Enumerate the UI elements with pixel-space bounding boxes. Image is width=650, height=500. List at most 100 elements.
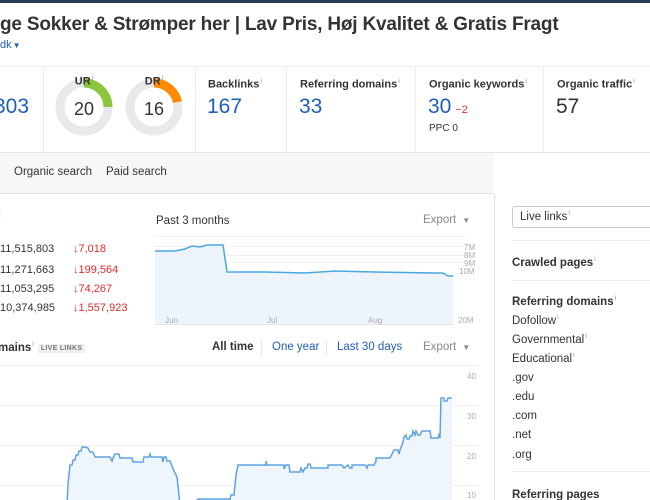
rank-y-label: 8M (464, 251, 476, 260)
info-icon: i (573, 352, 575, 359)
info-icon[interactable]: i (398, 78, 400, 85)
rank-change: ↓74,267 (73, 283, 113, 295)
info-icon[interactable]: i (0, 212, 1, 219)
referring-pages-heading: Referring pages (512, 489, 600, 500)
rank-x-label: Aug (368, 316, 383, 325)
domain-suffix: dk (0, 39, 12, 51)
referring-domains-label: Referring domains (300, 78, 398, 91)
info-icon[interactable]: i (260, 78, 262, 85)
rank-y-label: 9M (464, 259, 476, 268)
tab-paid-search[interactable]: Paid search (106, 166, 167, 178)
rank-y-label: 7M (464, 243, 476, 252)
ref-domains-area-chart (0, 365, 478, 500)
dr-label: DR (144, 75, 161, 88)
info-icon[interactable]: i (594, 256, 596, 263)
rank-row: 11,053,295 ↓74,267 (0, 283, 112, 295)
referring-domains-value[interactable]: 33 (299, 95, 323, 118)
backlinks-label: Backlinks (208, 78, 260, 91)
info-icon[interactable]: i (91, 75, 94, 82)
rank-value: 11,271,663 (0, 264, 55, 276)
metric-organic-traffic: Organic traffici 57 (544, 67, 650, 154)
rp-item-org[interactable]: .org (512, 449, 532, 461)
rank-y-label: 20M (458, 316, 474, 325)
ref-y-label: 30 (467, 412, 476, 421)
rank-value: 11,053,295 (0, 283, 55, 295)
divider (512, 471, 650, 472)
referring-domains-heading: Referring domains (512, 295, 614, 308)
info-icon: i (557, 314, 559, 321)
info-icon: i (568, 210, 570, 217)
crawled-pages-heading: Crawled pages (512, 256, 594, 269)
dr-gauge-ring (125, 78, 183, 136)
organic-traffic-label: Organic traffic (557, 78, 633, 91)
range-all-time[interactable]: All time (212, 341, 254, 353)
ur-value: 20 (73, 99, 95, 119)
rank-x-label: Jul (267, 316, 278, 325)
live-links-select[interactable]: Live linksi (512, 206, 650, 228)
rank-export-button[interactable]: Export ▼ (423, 214, 471, 226)
info-icon[interactable]: i (32, 341, 34, 348)
rp-item-dofollow[interactable]: Dofollowi (512, 314, 559, 327)
metric-partial-value: 303 (0, 95, 30, 118)
divider (326, 341, 327, 355)
ref-domains-chart-title: mains (0, 341, 32, 354)
metric-backlinks: Backlinksi 167 (195, 67, 287, 154)
ur-gauge[interactable]: URi 20 (54, 75, 114, 137)
dr-value: 16 (143, 99, 165, 119)
ref-y-label: 40 (467, 372, 476, 381)
chevron-down-icon: ▼ (12, 41, 21, 50)
metric-ratings: URi 20 DRi 16 (44, 67, 196, 154)
rp-item-gov[interactable]: .gov (512, 372, 534, 384)
rank-y-label: 10M (459, 267, 475, 276)
rank-value: 11,515,803 (0, 243, 55, 255)
domain-dropdown[interactable]: dk▼ (0, 39, 21, 51)
rank-row: 11,271,663 ↓199,564 (0, 264, 118, 276)
ppc-value: PPC 0 (429, 123, 458, 134)
organic-traffic-value: 57 (556, 95, 580, 118)
organic-keywords-delta: −2 (455, 104, 468, 116)
rank-x-label: Jun (165, 316, 178, 325)
rank-chart-title: Past 3 months (156, 215, 230, 227)
metric-referring-domains: Referring domainsi 33 (287, 67, 416, 154)
dr-gauge[interactable]: DRi 16 (124, 75, 184, 137)
rank-line-chart (155, 236, 465, 325)
rank-change: ↓1,557,923 (73, 302, 128, 314)
top-nav-bar (0, 0, 650, 3)
rp-item-com[interactable]: .com (512, 410, 537, 422)
metric-organic-keywords: Organic keywordsi 30 −2 PPC 0 (416, 67, 544, 154)
ur-gauge-ring (55, 78, 113, 136)
divider (512, 280, 650, 281)
ref-domains-export-button[interactable]: Export ▼ (423, 341, 471, 353)
info-icon[interactable]: i (525, 78, 527, 85)
rp-item-educational[interactable]: Educationali (512, 352, 575, 365)
range-one-year[interactable]: One year (272, 341, 320, 353)
divider (261, 341, 262, 355)
search-tabs: Organic search Paid search (0, 153, 494, 194)
rp-item-net[interactable]: .net (512, 429, 532, 441)
divider (512, 240, 650, 241)
metrics-bar: 303 URi 20 DRi 16 Backlinksi 167 Referri… (0, 66, 650, 154)
chevron-down-icon: ▼ (462, 343, 471, 352)
rp-item-governmental[interactable]: Governmentali (512, 333, 587, 346)
ref-y-label: 10 (467, 491, 476, 500)
ur-label: UR (74, 75, 91, 88)
metric-partial: 303 (0, 67, 44, 154)
rank-change: ↓199,564 (73, 264, 119, 276)
backlinks-value[interactable]: 167 (207, 95, 243, 118)
info-icon[interactable]: i (161, 75, 164, 82)
range-last-30-days[interactable]: Last 30 days (337, 341, 403, 353)
info-icon[interactable]: i (633, 78, 635, 85)
info-icon: i (585, 333, 587, 340)
rank-change: ↓7,018 (73, 243, 107, 255)
rank-row: 10,374,985 ↓1,557,923 (0, 302, 127, 314)
page-title: ge Sokker & Strømper her | Lav Pris, Høj… (0, 14, 559, 35)
rp-item-edu[interactable]: .edu (512, 391, 535, 403)
live-links-badge: LIVE LINKS (37, 343, 86, 353)
rank-value: 10,374,985 (0, 302, 56, 314)
organic-keywords-value[interactable]: 30 (428, 95, 452, 118)
rank-row: 11,515,803 ↓7,018 (0, 243, 106, 255)
chevron-down-icon: ▼ (462, 216, 471, 225)
main-content: i 11,515,803 ↓7,018 11,271,663 ↓199,564 11… (0, 194, 494, 500)
tab-organic-search[interactable]: Organic search (14, 166, 92, 178)
info-icon[interactable]: i (614, 295, 617, 302)
